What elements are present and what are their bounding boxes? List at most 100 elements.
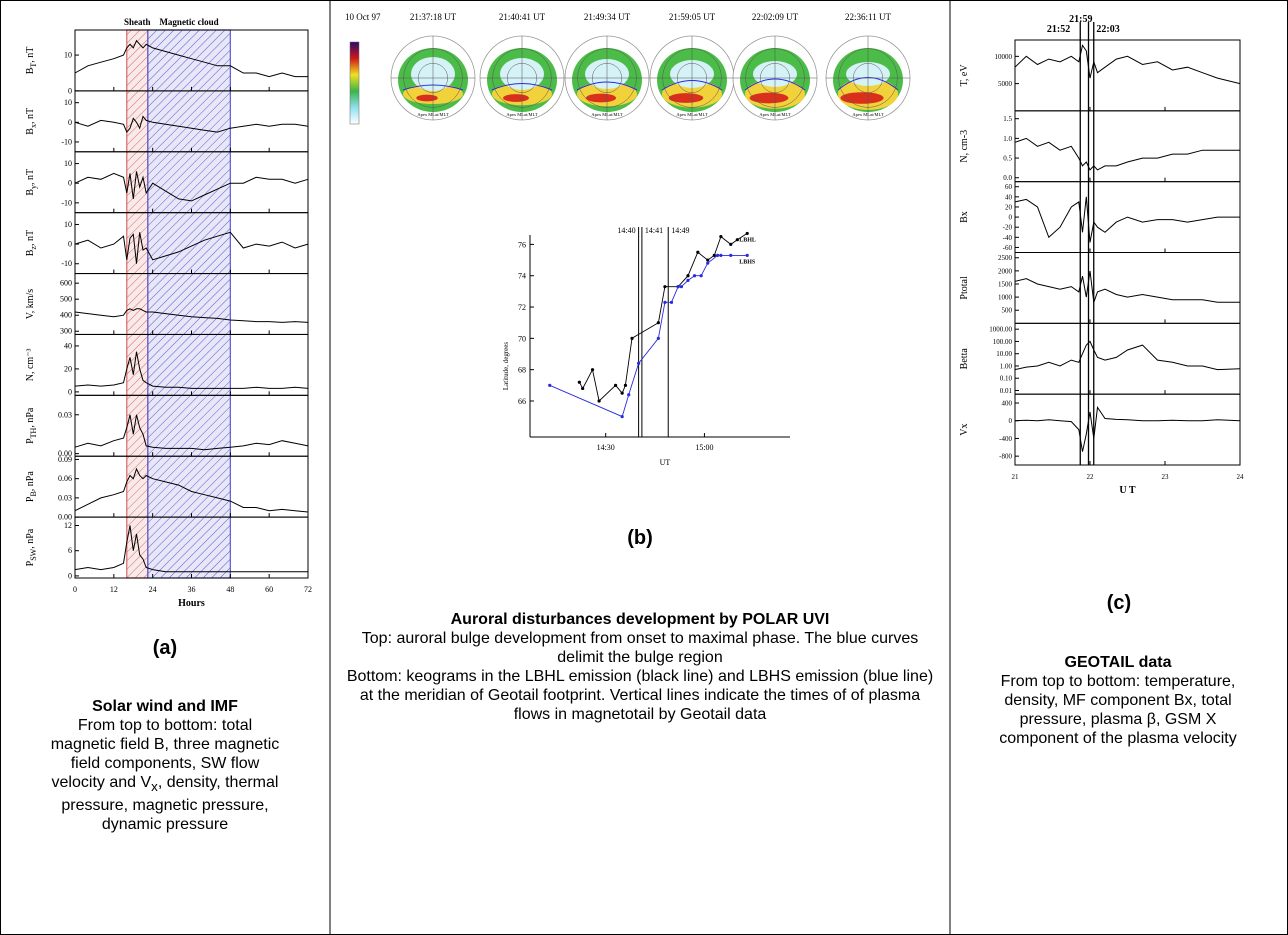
x-tick-label: 60 [265,585,273,594]
y-tick-label: 0 [1009,214,1013,222]
region [147,29,231,579]
trace [74,171,309,202]
y-axis-label: N, cm-3 [959,130,970,163]
y-axis-label: By, nT [25,169,38,196]
trace [1014,406,1241,452]
label-part: , nPa [25,528,36,549]
y-axis-label: V, km/s [25,289,36,319]
label-part: , nT [25,230,36,246]
y-tick-label: 600 [60,279,72,288]
y-axis-label: T, eV [959,64,970,87]
y-tick-label: 0 [1009,417,1013,425]
y-tick-label: 1.0 [1003,135,1012,143]
y-tick-label: -60 [1003,244,1013,252]
trace [1014,340,1241,371]
event-label: 21:52 [1047,24,1070,35]
y-tick-label: 76 [518,240,526,249]
x-tick-label: 23 [1162,473,1170,481]
panel-frame [1014,110,1241,183]
y-tick-label: 10 [64,98,72,107]
image-time: 22:02:09 UT [752,12,799,22]
y-tick-label: 12 [64,521,72,530]
trace [74,39,308,78]
y-tick-label: 0.00 [58,449,72,458]
trace [74,414,309,451]
aurora-core [840,92,884,104]
aurora-core [503,94,529,102]
caption-text: From top to bottom: total magnetic field… [50,717,280,791]
label-part: , nT [25,169,36,185]
y-tick-label: 0.01 [1000,387,1013,395]
y-tick-label: 20 [1005,203,1013,211]
y-tick-label: -20 [1003,224,1013,232]
caption-title: GEOTAIL data [1064,654,1172,671]
event-label: 21:59 [1069,14,1092,25]
x-tick-label: 72 [304,585,312,594]
image-caption: Apex MLat/MLT [676,112,707,117]
y-tick-label: 0 [68,86,72,95]
label-part: , nPa [25,471,36,492]
image-time: 22:36:11 UT [845,12,891,22]
y-tick-label: 6 [68,546,72,555]
y-tick-label: 0.03 [58,493,72,502]
y-tick-label: 60 [1005,183,1013,191]
y-tick-label: 0 [68,387,72,396]
y-tick-label: 0 [68,571,72,580]
y-axis-label: Vx [959,423,970,435]
label-sub: B [29,491,38,496]
caption-title: Auroral disturbances development by POLA… [450,611,830,628]
label-sub: y [29,185,38,189]
y-tick-label: 1000.00 [989,326,1012,334]
y-tick-label: 2500 [998,254,1013,262]
y-tick-label: 400 [1002,400,1013,408]
y-tick-label: 1500 [998,280,1013,288]
panel-frame [1014,393,1241,466]
caption-body: From top to bottom: total magnetic field… [45,716,285,834]
y-axis-label: Ptotal [959,276,970,300]
y-tick-label: 66 [518,397,526,406]
event-label: 14:49 [671,226,689,235]
caption-text: Bottom: keograms in the LBHL emission (b… [346,668,934,723]
trace [74,351,309,389]
y-tick-label: 70 [518,334,526,343]
image-date: 10 Oct 97 [345,12,381,22]
y-tick-label: 40 [1005,193,1013,201]
trace [1014,137,1240,171]
y-tick-label: 2000 [998,267,1013,275]
trace [1014,44,1241,85]
point [745,253,749,257]
caption-title: Solar wind and IMF [92,698,238,715]
y-tick-label: 40 [64,341,72,350]
y-tick-label: 1000 [998,294,1013,302]
y-tick-label: 1.00 [1000,362,1013,370]
y-axis-label: PTH, nPa [25,407,38,444]
y-tick-label: -40 [1003,234,1013,242]
image-caption: Apex MLat/MLT [759,112,790,117]
y-tick-label: 10 [64,220,72,229]
y-tick-label: 300 [60,327,72,336]
label-part: , nT [25,47,36,63]
y-tick-label: 10 [64,51,72,60]
x-tick-label: 0 [73,585,77,594]
y-tick-label: -10 [61,259,72,268]
y-tick-label: 10000 [995,53,1013,61]
y-tick-label: 500 [60,295,72,304]
y-axis-label: BT, nT [25,47,38,75]
x-tick-label: 24 [149,585,157,594]
label-part: B [25,128,36,135]
caption-text: x [151,779,158,795]
x-axis-label: Hours [178,598,205,609]
label-sub: TH [29,427,38,438]
x-axis-label: U T [1119,485,1136,496]
y-axis-label: Bz, nT [25,230,38,256]
event-label: 14:40 [617,226,635,235]
y-tick-label: 0.0 [1003,174,1012,182]
trace [74,467,309,513]
caption: GEOTAIL data From top to bottom: tempera… [982,653,1254,748]
y-tick-label: 0.10 [1000,375,1013,383]
trace [74,308,309,323]
x-tick-label: 14:30 [597,443,615,452]
y-tick-label: -10 [61,137,72,146]
